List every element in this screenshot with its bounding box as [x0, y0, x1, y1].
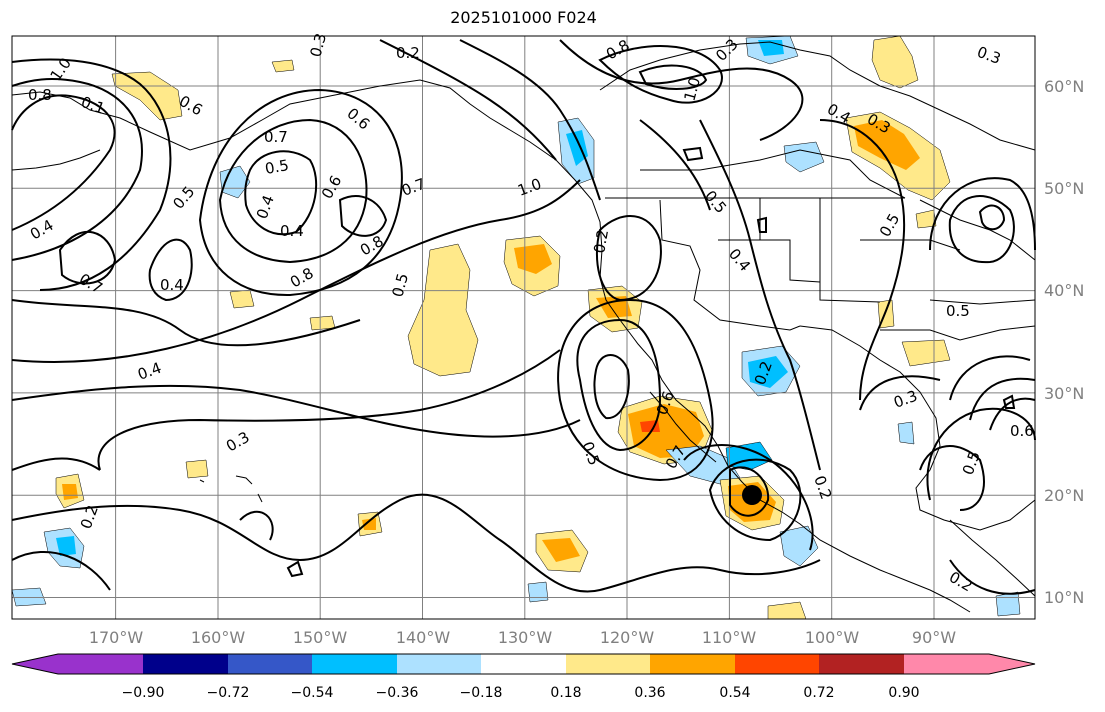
contour-label: 0.4 — [160, 276, 184, 294]
colorbar-segment — [228, 654, 312, 674]
colorbar-extend-low — [12, 654, 58, 674]
shaded-anomalies — [11, 35, 1021, 620]
contour-label: 0.8 — [28, 86, 52, 104]
lat-label: 60°N — [1044, 77, 1084, 96]
colorbar-tick: 0.18 — [550, 685, 581, 701]
colorbar-extend-high — [989, 654, 1035, 674]
colorbar-tick: 0.36 — [634, 685, 665, 701]
lat-label: 50°N — [1044, 179, 1084, 198]
contour-label: 0.5 — [946, 302, 970, 320]
colorbar-segment — [397, 654, 481, 674]
contour-label: 0.6 — [1010, 422, 1034, 440]
colorbar-segment — [904, 654, 989, 674]
contour-label: 0.4 — [280, 222, 304, 240]
colorbar-segment — [58, 654, 143, 674]
lat-axis-labels: 10°N 20°N 30°N 40°N 50°N 60°N — [1044, 77, 1084, 607]
lat-label: 30°N — [1044, 384, 1084, 403]
colorbar-tick: 0.72 — [803, 685, 834, 701]
colorbar-tick: 0.54 — [719, 685, 750, 701]
colorbar-segment — [566, 654, 650, 674]
contour-lines — [11, 39, 1036, 595]
colorbar-tick: 0.90 — [888, 685, 919, 701]
lon-label: 120°W — [600, 628, 655, 647]
colorbar-tick: −0.18 — [460, 685, 503, 701]
colorbar: −0.90 −0.72 −0.54 −0.36 −0.18 0.18 0.36 … — [11, 653, 1036, 701]
contour-label: 0.2 — [590, 228, 612, 255]
contour-label: 0.2 — [396, 44, 420, 62]
colorbar-segment — [735, 654, 819, 674]
lon-label: 160°W — [191, 628, 246, 647]
colorbar-tick: −0.90 — [122, 685, 165, 701]
colorbar-outline — [11, 653, 1036, 675]
contour-label: 0.5 — [264, 156, 291, 178]
contour-label: 1.0 — [680, 75, 704, 103]
colorbar-segment — [481, 654, 566, 674]
colorbar-segment — [312, 654, 397, 674]
colorbar-tick-labels: −0.90 −0.72 −0.54 −0.36 −0.18 0.18 0.36 … — [122, 685, 920, 701]
lat-label: 20°N — [1044, 486, 1084, 505]
lat-label: 40°N — [1044, 281, 1084, 300]
contour-label: 0.3 — [306, 31, 330, 59]
lon-label: 130°W — [498, 628, 553, 647]
colorbar-tick: −0.72 — [207, 685, 250, 701]
lon-label: 90°W — [912, 628, 956, 647]
lon-label: 170°W — [89, 628, 144, 647]
lon-label: 140°W — [396, 628, 451, 647]
contour-labels: 1.0 0.8 0.1 0.6 0.3 0.2 0.6 0.8 1.0 0.3 … — [27, 31, 1034, 595]
storm-center-marker — [742, 485, 762, 505]
contour-label: 0.7 — [264, 128, 288, 146]
lon-axis-labels: 170°W 160°W 150°W 140°W 130°W 120°W 110°… — [89, 628, 956, 647]
contour-label: 0.5 — [388, 271, 412, 299]
colorbar-segment — [819, 654, 904, 674]
colorbar-segment — [650, 654, 735, 674]
map-title: 2025101000 F024 — [450, 8, 597, 27]
lat-label: 10°N — [1044, 588, 1084, 607]
lon-label: 110°W — [702, 628, 757, 647]
colorbar-tick: −0.36 — [376, 685, 419, 701]
colorbar-tick: −0.54 — [291, 685, 334, 701]
lon-label: 150°W — [293, 628, 348, 647]
map-panel: 1.0 0.8 0.1 0.6 0.3 0.2 0.6 0.8 1.0 0.3 … — [11, 31, 1036, 620]
lon-label: 100°W — [805, 628, 860, 647]
colorbar-segment — [143, 654, 228, 674]
colorbar-segments — [11, 653, 1036, 675]
